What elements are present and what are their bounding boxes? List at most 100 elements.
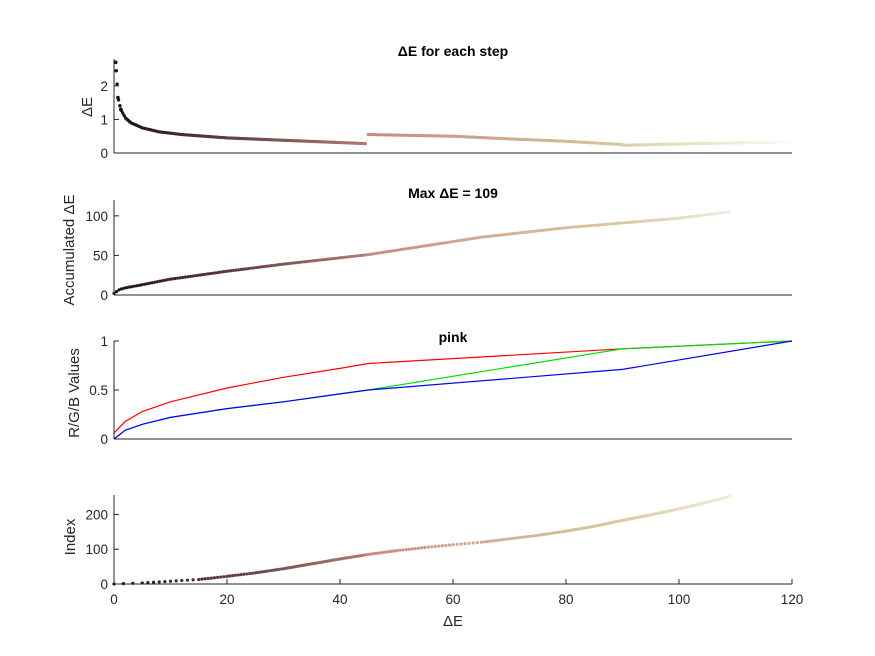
data-point [163,579,167,584]
data-point [699,213,703,218]
data-point [420,244,424,248]
data-point [183,275,187,279]
data-point [592,223,597,227]
data-point [135,284,139,288]
data-point [491,234,495,238]
data-point [669,217,673,221]
data-point [145,282,149,286]
data-point [539,228,543,233]
data-point [524,230,528,234]
data-point [348,255,353,259]
data-point [231,574,235,578]
y-tick-label: 0 [100,577,108,592]
data-point [234,268,238,272]
data-point [328,257,332,261]
data-point [430,243,434,247]
data-point [382,550,386,554]
data-point [369,252,373,256]
data-point [351,254,355,258]
data-point [256,570,260,575]
data-point [557,530,561,534]
data-point [229,269,233,273]
data-point [444,543,448,548]
data-point [389,549,393,553]
data-point [516,231,520,235]
data-point [498,233,503,237]
data-point [374,551,378,556]
data-point [191,578,195,582]
data-point [219,575,223,579]
data-point [704,213,709,217]
data-point [252,266,256,270]
data-point [410,547,414,551]
data-point [333,256,337,260]
data-point [353,254,358,258]
data-point [534,229,538,233]
data-point [376,551,381,555]
data-point [401,548,405,552]
data-point [282,262,286,266]
y-tick-label: 200 [85,507,108,522]
data-point [435,242,439,246]
data-point [132,284,136,288]
data-point [526,230,531,234]
data-point [545,532,549,536]
data-point [173,276,177,281]
data-point [505,537,509,541]
data-point [707,212,711,217]
y-axis-label: Accumulated ΔE [61,195,78,306]
data-point [478,235,482,239]
data-point [664,217,668,221]
data-point [714,211,719,216]
data-point [488,539,492,543]
y-tick-label: 100 [85,542,108,557]
data-point [552,531,556,535]
data-point [305,259,309,264]
data-point [674,216,678,221]
data-point [394,549,399,553]
data-point [113,60,118,65]
data-point [197,577,201,582]
data-point [448,240,452,244]
data-point [475,541,479,545]
x-tick-label: 100 [668,592,691,607]
data-point [178,276,182,280]
data-point [191,274,195,278]
data-point [407,246,411,250]
x-tick-label: 0 [110,592,118,607]
data-point [222,575,226,579]
data-point [114,68,119,73]
series-line [113,340,793,440]
data-point [620,221,625,225]
data-point [392,249,396,253]
data-point [702,213,706,217]
data-point [290,261,294,265]
data-point [506,232,510,236]
data-point [790,140,794,144]
data-point [554,227,558,231]
data-point [598,223,602,227]
data-point [168,579,173,583]
data-point [423,545,427,550]
x-ticks: 0 20 40 60 80 100 120 [110,579,803,607]
data-point [206,576,210,581]
data-point [170,277,175,281]
data-point [118,107,123,112]
data-point [224,269,228,274]
data-point [524,535,529,539]
data-point [239,267,243,272]
data-point [186,275,190,279]
data-point [257,265,261,269]
data-point [554,530,559,535]
data-point [437,242,442,246]
data-point [245,572,249,576]
data-point [666,217,670,221]
data-point [542,228,546,232]
data-point [303,260,307,264]
data-point [267,264,271,268]
data-point [263,569,267,574]
data-point [610,222,614,226]
data-point [453,239,457,243]
data-point [115,82,119,86]
data-point [336,256,340,260]
